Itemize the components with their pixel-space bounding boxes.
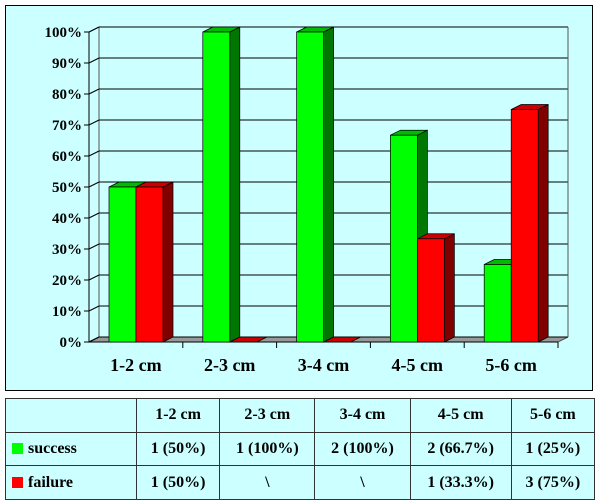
row-label: success [5, 431, 137, 467]
table-cell: 1 (50%) [135, 431, 221, 467]
gridline-side [88, 88, 100, 95]
bar-success [483, 264, 512, 343]
header-cell: 4-5 cm [409, 398, 512, 433]
gridline-side [88, 119, 100, 126]
bar-failure [135, 186, 164, 343]
bar-side-failure [537, 103, 549, 343]
y-tick-label: 80% [52, 87, 82, 103]
x-tick-label: 3-4 cm [298, 355, 349, 375]
x-tick-label: 4-5 cm [392, 355, 443, 375]
y-tick-label: 60% [52, 149, 82, 165]
table-header-row: 1-2 cm 2-3 cm 3-4 cm 4-5 cm 5-6 cm [5, 398, 596, 433]
data-table: 1-2 cm 2-3 cm 3-4 cm 4-5 cm 5-6 cm succe… [5, 398, 596, 500]
y-tick-label: 100% [45, 25, 83, 41]
gridline-side [88, 57, 100, 64]
y-tick-label: 10% [52, 304, 82, 320]
x-tick-label: 1-2 cm [110, 355, 161, 375]
row-label-text: failure [28, 473, 74, 491]
header-cell: 1-2 cm [135, 398, 221, 433]
table-cell: 3 (75%) [510, 465, 596, 500]
bar-chart: 0% 10% 20% 30% 40% 50% 60% 70% 80% 90% 100% 1-2 cm 2… [45, 25, 569, 375]
gridline-side [88, 181, 100, 188]
table-cell: \ [314, 465, 411, 500]
y-tick-label: 70% [52, 118, 82, 134]
bar-top-failure [323, 336, 361, 343]
bar-success [108, 186, 137, 343]
header-cell [5, 398, 137, 433]
bar-top-failure [229, 336, 267, 343]
bar-side-failure [162, 181, 174, 343]
y-tick-label: 50% [52, 180, 82, 196]
bar-success [296, 31, 324, 343]
table-row-failure: failure 1 (50%) \ \ 1 (33.3%) 3 (75%) [5, 465, 596, 500]
bar-side-success [323, 26, 334, 343]
bar-success [202, 31, 231, 343]
gridline-side [88, 243, 100, 250]
header-cell: 5-6 cm [510, 398, 596, 433]
table-cell: 1 (25%) [510, 431, 596, 467]
table-cell: \ [219, 465, 316, 500]
gridline-side [88, 150, 100, 157]
table-cell: 1 (33.3%) [409, 465, 512, 500]
bar-side-failure [444, 233, 455, 343]
gridline-side [88, 212, 100, 219]
x-tick-label: 2-3 cm [204, 355, 255, 375]
y-tick-label: 40% [52, 211, 82, 227]
legend-swatch-success [12, 442, 23, 454]
header-cell: 3-4 cm [314, 398, 411, 433]
gridline-side [88, 336, 100, 343]
table-cell: 1 (100%) [219, 431, 316, 467]
table-row-success: success 1 (50%) 1 (100%) 2 (100%) 2 (66.… [5, 431, 596, 467]
table-cell: 1 (50%) [135, 465, 221, 500]
bar-failure [510, 109, 539, 343]
gridline-side [88, 26, 100, 33]
y-tick-label: 0% [60, 335, 83, 351]
row-label-text: success [28, 439, 77, 457]
gridline-side [88, 305, 100, 312]
header-cell: 2-3 cm [219, 398, 316, 433]
table-cell: 2 (100%) [314, 431, 411, 467]
legend-swatch-failure [12, 476, 23, 488]
bar-failure [417, 238, 445, 343]
bar-success [390, 134, 418, 343]
y-tick-label: 30% [52, 242, 82, 258]
y-tick-label: 20% [52, 273, 82, 289]
y-tick-label: 90% [52, 56, 82, 72]
bar-side-success [229, 26, 241, 343]
x-tick-label: 5-6 cm [485, 355, 536, 375]
row-label: failure [5, 465, 137, 500]
gridline-side [88, 274, 100, 281]
table-cell: 2 (66.7%) [409, 431, 512, 467]
